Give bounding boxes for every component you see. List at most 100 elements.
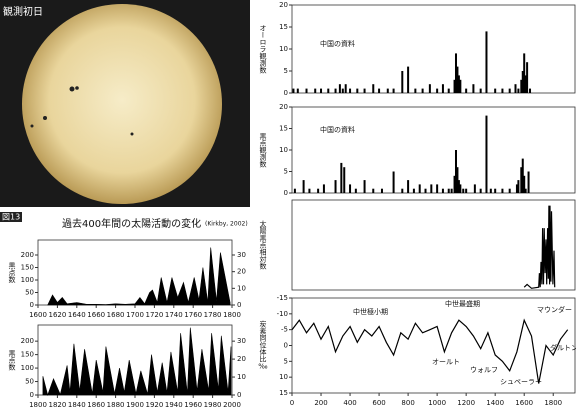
bar	[501, 88, 504, 93]
y-tick-label: -10	[277, 310, 288, 318]
bar	[363, 180, 366, 193]
y-tick-label: 15	[279, 23, 288, 31]
bar	[418, 184, 421, 193]
bar	[349, 88, 352, 93]
y-axis-label: 炭素同位体比‰	[258, 321, 268, 371]
y2-tick-label: 10	[237, 373, 246, 381]
annotation: 中国の資料	[320, 125, 355, 134]
bar	[473, 184, 476, 193]
bar	[380, 188, 383, 193]
y-tick-label: 20	[279, 1, 288, 9]
bar	[462, 188, 465, 193]
y-tick-label: 20	[279, 103, 288, 111]
annotation: 中世最盛期	[445, 299, 480, 308]
y-axis-label: 黒点数	[8, 262, 16, 284]
bar	[501, 188, 504, 193]
annotation: ウォルフ	[470, 366, 498, 374]
x-tick-label: 1960	[184, 401, 202, 409]
x-tick-label: 1920	[145, 401, 163, 409]
annotation: 中国の資料	[320, 39, 355, 48]
x-tick-label: 1880	[107, 401, 125, 409]
bar	[517, 180, 520, 193]
bar	[517, 88, 520, 93]
y-tick-label: 0	[30, 391, 34, 399]
bar	[428, 84, 431, 93]
bar	[430, 184, 433, 193]
bar	[338, 84, 341, 93]
y2-tick-label: 10	[237, 284, 246, 292]
bar	[334, 88, 337, 93]
bar	[515, 184, 518, 193]
figure-number-box	[0, 212, 22, 222]
x-tick-label: 1400	[486, 399, 504, 407]
bar	[479, 188, 482, 193]
y2-tick-label: 30	[237, 251, 246, 259]
bar	[527, 171, 530, 193]
data-area	[42, 327, 232, 397]
y-tick-label: 10	[279, 146, 288, 154]
y-axis-label: オーロラ観測数	[259, 25, 267, 75]
bar	[520, 167, 523, 193]
bar	[441, 84, 444, 93]
x-tick-label: 1600	[515, 399, 533, 407]
bar	[344, 84, 347, 93]
x-tick-label: 1800	[29, 401, 47, 409]
bar	[485, 115, 488, 193]
bar	[424, 188, 427, 193]
bar	[354, 188, 357, 193]
bar	[494, 188, 497, 193]
x-tick-label: 1700	[126, 311, 144, 319]
bar	[386, 88, 389, 93]
y-tick-label: 0	[30, 301, 34, 309]
bar	[508, 188, 511, 193]
x-tick-label: 1720	[145, 311, 163, 319]
bar	[523, 53, 526, 93]
bar	[465, 188, 468, 193]
y2-tick-label: 20	[237, 355, 246, 363]
bar	[327, 88, 330, 93]
x-tick-label: 2000	[223, 401, 241, 409]
x-tick-label: 1660	[87, 311, 105, 319]
y-tick-label: 5	[284, 67, 288, 75]
x-tick-label: 1840	[68, 401, 86, 409]
bar	[414, 88, 417, 93]
y-tick-label: 100	[21, 364, 34, 372]
bar	[392, 171, 395, 193]
y-tick-label: 0	[284, 89, 288, 97]
bar	[349, 184, 352, 193]
bar	[343, 167, 346, 193]
bar	[320, 88, 323, 93]
y-tick-label: 50	[25, 378, 34, 386]
bar	[521, 71, 524, 93]
bar	[453, 79, 456, 93]
bar	[441, 188, 444, 193]
y-tick-label: -15	[277, 294, 288, 302]
bar	[524, 75, 527, 93]
x-tick-label: 1680	[107, 311, 125, 319]
bar	[456, 66, 459, 93]
bar	[421, 88, 424, 93]
bar	[529, 88, 532, 93]
data-line	[291, 318, 569, 384]
data-area	[47, 247, 231, 306]
y-tick-label: 200	[21, 251, 34, 259]
annotation: 中世極小期	[353, 307, 388, 316]
y-axis-label: 黒点観測数	[259, 133, 267, 169]
bar	[508, 88, 511, 93]
bar	[465, 88, 468, 93]
bar	[372, 84, 375, 93]
bar	[407, 66, 410, 93]
bar	[401, 71, 404, 93]
x-tick-label: 1640	[68, 311, 86, 319]
bar	[356, 88, 359, 93]
bar	[454, 53, 457, 93]
bar	[363, 88, 366, 93]
y-axis-label: 黒点数	[8, 350, 16, 372]
plot-frame	[291, 4, 576, 94]
sunspots	[30, 86, 134, 136]
bar	[293, 188, 296, 193]
y-tick-label: 100	[21, 276, 34, 284]
y-axis-label: 太陽黒点相対数	[259, 220, 267, 271]
y-tick-label: 150	[21, 264, 34, 272]
